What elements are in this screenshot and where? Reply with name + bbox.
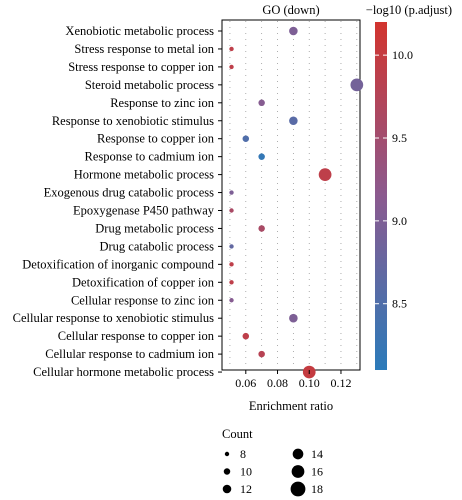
category-label-16: Cellular response to xenobiotic stimulus — [13, 311, 214, 325]
category-label-15: Cellular response to zinc ion — [71, 293, 215, 307]
x-axis-label: Enrichment ratio — [249, 399, 333, 413]
color-tick-label-1: 9.0 — [392, 214, 407, 228]
category-label-1: Stress response to metal ion — [74, 42, 214, 56]
category-label-3: Steroid metabolic process — [85, 78, 214, 92]
size-legend-dot-3 — [292, 448, 304, 460]
point-13 — [229, 262, 234, 267]
point-0 — [289, 26, 298, 36]
category-label-2: Stress response to copper ion — [68, 60, 215, 74]
point-12 — [229, 244, 234, 249]
category-label-17: Cellular response to copper ion — [58, 329, 215, 343]
point-6 — [242, 135, 250, 142]
size-legend-label-0: 8 — [240, 447, 246, 461]
category-label-19: Cellular hormone metabolic process — [33, 365, 214, 379]
size-legend-dot-4 — [291, 465, 305, 478]
category-label-8: Hormone metabolic process — [74, 168, 214, 182]
category-label-11: Drug metabolic process — [95, 221, 214, 235]
point-2 — [229, 64, 234, 70]
category-label-4: Response to zinc ion — [110, 96, 215, 110]
point-1 — [229, 46, 234, 52]
color-tick-label-0: 8.5 — [392, 297, 407, 311]
color-tick-label-3: 10.0 — [392, 48, 413, 62]
points-layer — [229, 26, 364, 379]
category-label-14: Detoxification of copper ion — [72, 275, 215, 289]
x-tick-label-2: 0.10 — [299, 376, 320, 390]
category-label-6: Response to copper ion — [97, 132, 215, 146]
category-label-13: Detoxification of inorganic compound — [22, 257, 214, 271]
point-11 — [258, 225, 265, 232]
size-legend-label-4: 16 — [311, 465, 323, 479]
size-legend-dot-2 — [222, 484, 232, 494]
x-tick-label-0: 0.06 — [235, 376, 256, 390]
point-15 — [229, 298, 234, 303]
point-16 — [289, 313, 298, 323]
category-label-12: Drug catabolic process — [99, 239, 214, 253]
size-legend: 8 10 12 14 16 18 — [222, 447, 323, 497]
point-8 — [318, 168, 332, 181]
plot-panel — [221, 19, 361, 371]
chart-title: GO (down) — [262, 3, 319, 17]
size-legend-label-3: 14 — [311, 447, 323, 461]
point-18 — [258, 350, 265, 358]
x-tick-label-3: 0.12 — [330, 376, 351, 390]
category-label-5: Response to xenobiotic stimulus — [52, 114, 214, 128]
category-label-10: Epoxygenase P450 pathway — [73, 204, 215, 218]
x-tick-label-1: 0.08 — [267, 376, 288, 390]
point-5 — [289, 116, 298, 126]
size-legend-dot-1 — [223, 468, 231, 475]
color-legend-title: −log10 (p.adjust) — [366, 3, 452, 17]
color-tick-label-2: 9.5 — [392, 131, 407, 145]
x-axis: 0.06 0.08 0.10 0.12 — [235, 370, 351, 390]
size-legend-dot-5 — [290, 481, 306, 497]
category-labels: Xenobiotic metabolic process Stress respo… — [13, 24, 222, 379]
size-legend-dot-0 — [224, 451, 230, 457]
grid-layer — [229, 21, 358, 369]
category-label-0: Xenobiotic metabolic process — [65, 24, 214, 38]
point-17 — [242, 332, 250, 340]
point-4 — [258, 99, 265, 107]
point-9 — [229, 190, 234, 195]
point-10 — [229, 208, 234, 213]
point-14 — [229, 280, 234, 285]
size-legend-title: Count — [222, 427, 253, 441]
color-bar-ticks: 8.5 9.0 9.5 10.0 — [375, 48, 413, 311]
point-3 — [350, 78, 364, 92]
point-7 — [258, 153, 265, 160]
category-label-7: Response to cadmium ion — [85, 150, 215, 164]
size-legend-label-5: 18 — [311, 482, 323, 496]
size-legend-label-1: 10 — [240, 465, 252, 479]
category-label-9: Exogenous drug catabolic process — [44, 186, 215, 200]
size-legend-label-2: 12 — [240, 482, 252, 496]
category-label-18: Cellular response to cadmium ion — [45, 347, 214, 361]
color-bar — [375, 22, 387, 370]
